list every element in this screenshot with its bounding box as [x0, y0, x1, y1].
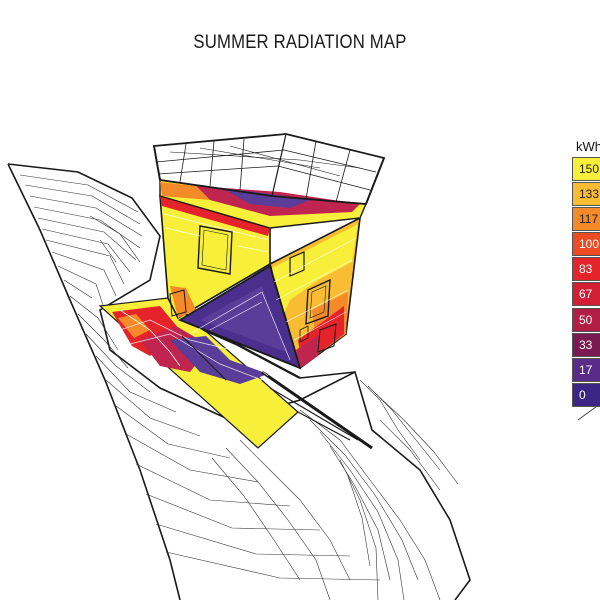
legend-swatch-1: 133	[572, 182, 600, 207]
legend-label: 50	[579, 312, 593, 327]
legend-swatch-3: 100	[572, 232, 600, 257]
window-upper-right	[289, 251, 305, 277]
window-small-right	[299, 325, 309, 343]
window-lower-right	[317, 323, 337, 353]
legend-swatch-5: 67	[572, 282, 600, 307]
legend-swatch-7: 33	[572, 332, 600, 357]
ground-pad-shadow-orange	[118, 314, 150, 338]
legend-label: 133	[579, 187, 600, 202]
terrain-contours	[19, 174, 459, 600]
radiation-legend: 150 133 117 100 83 67 50 33 17 0	[572, 157, 600, 408]
legend-swatch-2: 117	[572, 207, 600, 232]
facade-shadow-triangle-light	[200, 286, 286, 352]
terrain-outline-left	[7, 163, 181, 600]
shadow-line	[181, 335, 227, 381]
window-upper-left	[197, 225, 233, 275]
window-mid-right	[305, 278, 331, 326]
legend-label: 0	[579, 387, 586, 402]
legend-label: 33	[579, 337, 593, 352]
roof-deck-orange	[160, 182, 210, 200]
legend-swatch-9: 0	[572, 382, 600, 407]
facade-right-magenta	[296, 334, 320, 368]
legend-label: 83	[579, 262, 593, 277]
legend-label: 117	[579, 212, 599, 227]
legend-label: 17	[579, 362, 593, 377]
facade-left-orange	[170, 286, 196, 318]
facade-right-yellow	[272, 224, 358, 318]
legend-label: 100	[579, 237, 600, 252]
page-title: SUMMER RADIATION MAP	[193, 32, 407, 53]
roof-deck-purple	[222, 188, 310, 208]
legend-label: 67	[579, 287, 593, 302]
legend-swatch-0: 150	[572, 157, 600, 181]
legend-swatch-8: 17	[572, 357, 600, 382]
legend-unit-label: kWh	[576, 139, 600, 154]
terrain	[7, 163, 471, 600]
legend-label: 150	[579, 162, 600, 176]
legend-swatch-4: 83	[572, 257, 600, 282]
window-lower-left	[169, 289, 187, 317]
facade-left-red-strip	[160, 196, 270, 236]
terrain-outline	[7, 163, 471, 600]
legend-swatch-6: 50	[572, 307, 600, 332]
building	[119, 133, 386, 381]
roof-frame	[152, 133, 386, 205]
pad-edge	[119, 309, 181, 367]
